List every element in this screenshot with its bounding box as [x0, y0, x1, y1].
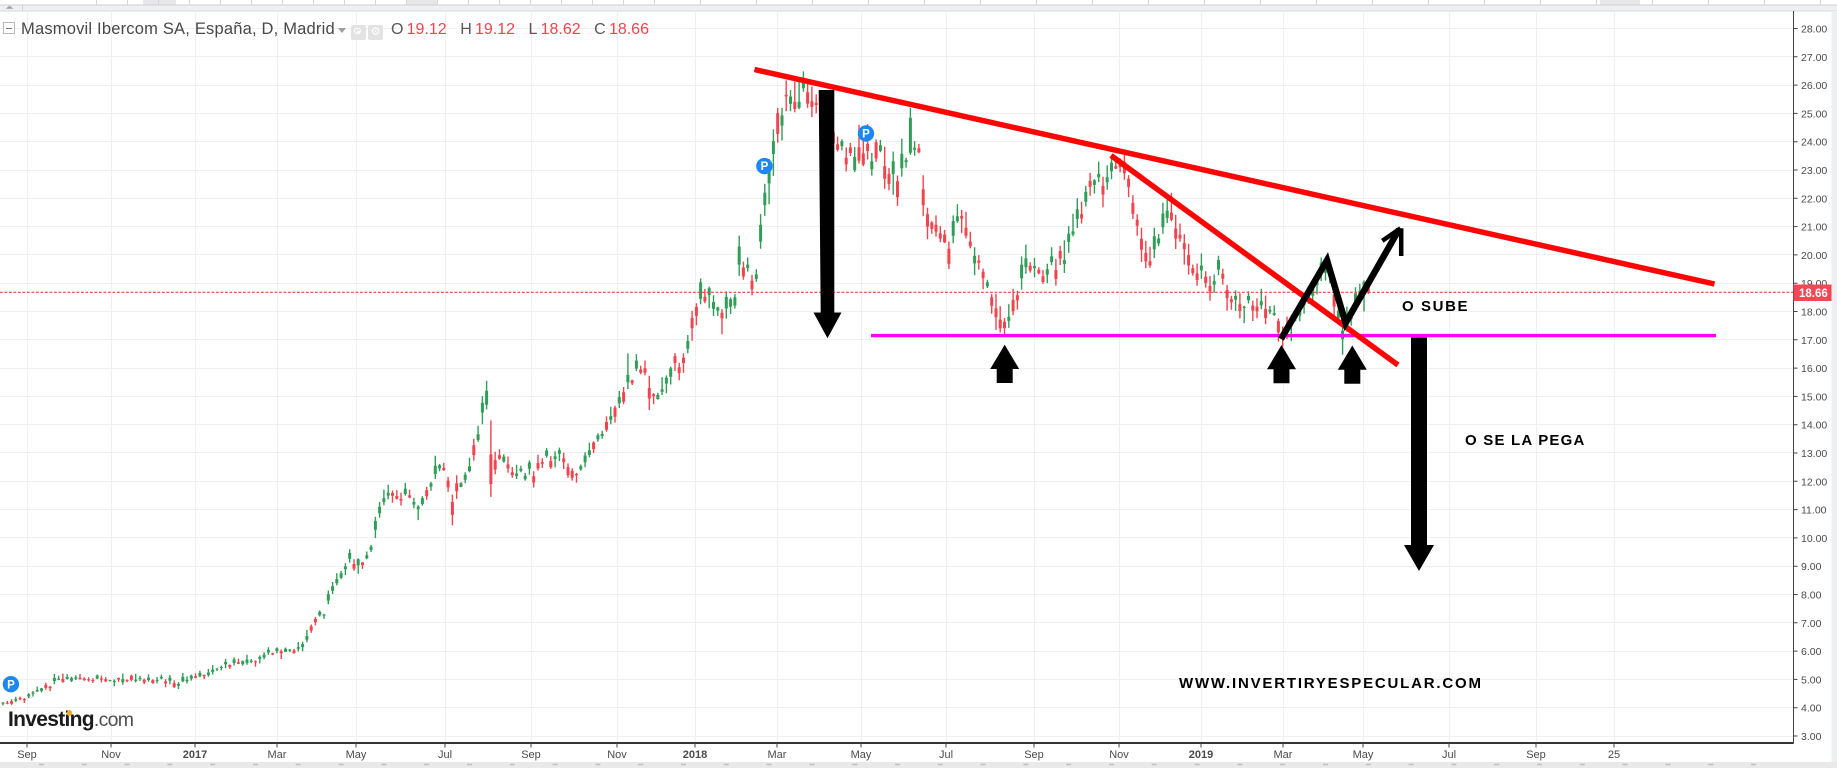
- svg-text:18.66: 18.66: [1799, 288, 1828, 300]
- svg-text:Sep: Sep: [17, 749, 37, 761]
- svg-text:20.00: 20.00: [1801, 250, 1827, 262]
- svg-text:Sep: Sep: [521, 749, 541, 761]
- svg-text:25.00: 25.00: [1801, 108, 1827, 120]
- svg-text:Nov: Nov: [1109, 749, 1129, 761]
- svg-text:9.00: 9.00: [1801, 561, 1822, 573]
- svg-text:P: P: [862, 129, 870, 141]
- svg-text:25: 25: [1608, 749, 1620, 761]
- svg-text:23.00: 23.00: [1801, 165, 1827, 177]
- svg-text:13.00: 13.00: [1801, 448, 1827, 460]
- svg-text:May: May: [1353, 749, 1374, 761]
- svg-text:May: May: [851, 749, 872, 761]
- svg-text:12.00: 12.00: [1801, 476, 1827, 488]
- svg-text:4.00: 4.00: [1801, 703, 1822, 715]
- svg-text:22.00: 22.00: [1801, 193, 1827, 205]
- svg-text:11.00: 11.00: [1801, 505, 1827, 517]
- svg-text:2018: 2018: [683, 749, 707, 761]
- svg-text:3.00: 3.00: [1801, 731, 1822, 743]
- svg-text:Nov: Nov: [607, 749, 627, 761]
- svg-text:5.00: 5.00: [1801, 674, 1822, 686]
- svg-text:Jul: Jul: [438, 749, 452, 761]
- svg-text:15.00: 15.00: [1801, 391, 1827, 403]
- svg-text:24.00: 24.00: [1801, 137, 1827, 149]
- svg-text:Jul: Jul: [939, 749, 953, 761]
- svg-text:8.00: 8.00: [1801, 590, 1822, 602]
- svg-text:7.00: 7.00: [1801, 618, 1822, 630]
- svg-text:21.00: 21.00: [1801, 222, 1827, 234]
- svg-text:17.00: 17.00: [1801, 335, 1827, 347]
- svg-text:Mar: Mar: [268, 749, 287, 761]
- svg-text:2017: 2017: [183, 749, 207, 761]
- svg-text:P: P: [7, 679, 15, 691]
- svg-text:Sep: Sep: [1024, 749, 1044, 761]
- svg-text:10.00: 10.00: [1801, 533, 1827, 545]
- svg-text:Mar: Mar: [1274, 749, 1293, 761]
- svg-text:Nov: Nov: [101, 749, 121, 761]
- svg-text:P: P: [761, 161, 769, 173]
- svg-text:Mar: Mar: [768, 749, 787, 761]
- svg-text:Sep: Sep: [1526, 749, 1546, 761]
- svg-text:2019: 2019: [1189, 749, 1213, 761]
- svg-text:28.00: 28.00: [1801, 24, 1827, 36]
- svg-text:Jul: Jul: [1442, 749, 1456, 761]
- svg-text:14.00: 14.00: [1801, 420, 1827, 432]
- svg-text:16.00: 16.00: [1801, 363, 1827, 375]
- svg-text:18.00: 18.00: [1801, 307, 1827, 319]
- svg-text:6.00: 6.00: [1801, 646, 1822, 658]
- svg-text:27.00: 27.00: [1801, 52, 1827, 64]
- svg-text:May: May: [346, 749, 367, 761]
- svg-text:26.00: 26.00: [1801, 80, 1827, 92]
